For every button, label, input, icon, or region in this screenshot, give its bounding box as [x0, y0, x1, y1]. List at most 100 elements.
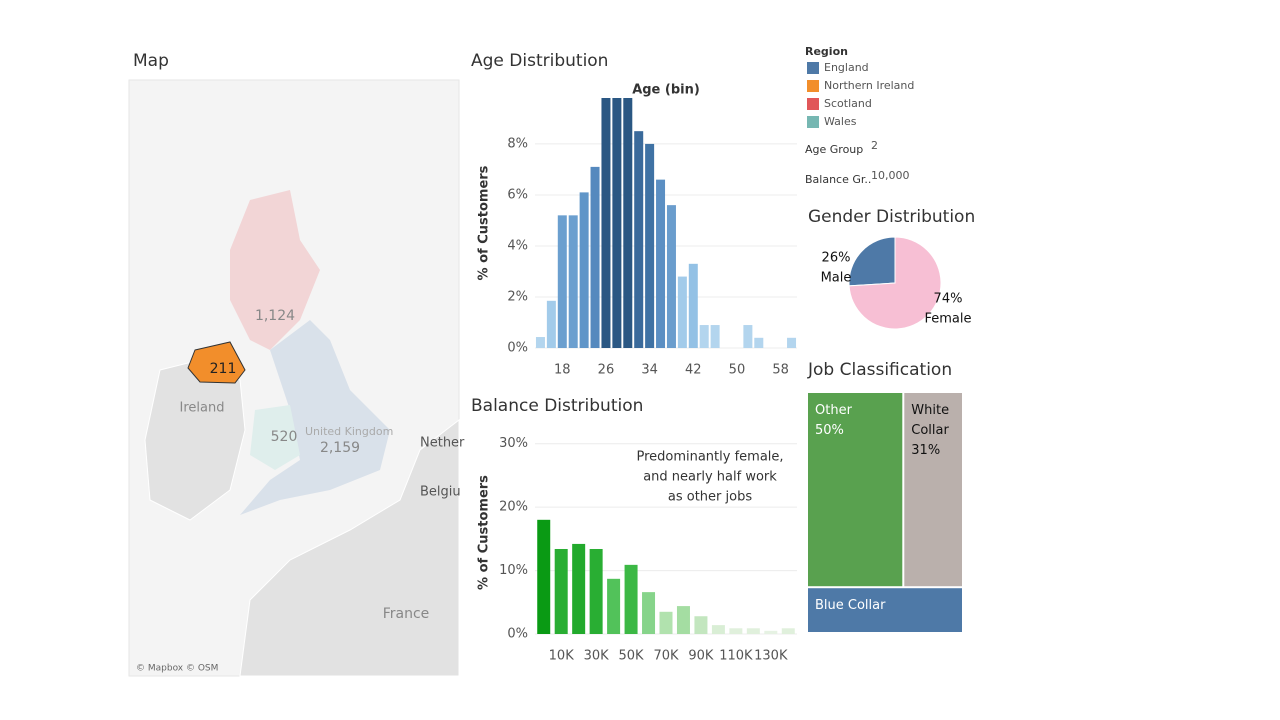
y-tick-label: 4% [507, 238, 528, 253]
y-tick-label: 0% [507, 341, 528, 356]
legend-swatch [807, 116, 819, 128]
panel-title: Job Classification [807, 360, 952, 380]
treemap-text: Blue Collar [808, 588, 962, 624]
annotation: Predominantly female, [636, 450, 783, 465]
x-tick-label: 18 [554, 363, 571, 378]
map-label: United Kingdom [305, 425, 393, 438]
bar [572, 543, 586, 634]
bar [666, 205, 676, 348]
map-label: 520 [271, 429, 298, 445]
category-label: Female [924, 312, 971, 327]
x-tick-label: 90K [688, 649, 714, 664]
bar [743, 325, 753, 348]
data-label: 31% [911, 443, 941, 458]
bar [579, 192, 589, 348]
annotation: and nearly half work [643, 470, 777, 485]
legend-swatch [807, 80, 819, 92]
data-label: 74% [934, 292, 963, 307]
legend-label: England [824, 61, 869, 74]
legend-swatch [807, 62, 819, 74]
legend-title: Region [805, 45, 848, 58]
panel-title: Gender Distribution [808, 207, 975, 227]
pie-slice [848, 236, 896, 287]
legend-swatch [807, 98, 819, 110]
bar [694, 616, 708, 634]
bar [557, 215, 567, 348]
bar [711, 625, 725, 634]
bar [607, 578, 621, 634]
legend-label: Scotland [824, 97, 872, 110]
map-label: 1,124 [255, 308, 295, 324]
scotland [230, 190, 320, 350]
legend-label: Northern Ireland [824, 79, 914, 92]
bar [612, 98, 622, 348]
map-label: France [383, 606, 430, 622]
treemap-label: White Collar 31% [904, 393, 962, 469]
x-tick-label: 50K [619, 649, 645, 664]
bar [676, 606, 690, 634]
x-tick-label: 34 [641, 363, 658, 378]
bar [624, 564, 638, 634]
chart-title: Age (bin) [632, 83, 700, 98]
treemap-cell [808, 393, 903, 587]
map-label: Belgiu [420, 485, 461, 500]
y-axis-title: % of Customers [477, 475, 492, 590]
map-label: 211 [210, 361, 237, 377]
y-tick-label: 0% [507, 627, 528, 642]
bar [601, 98, 611, 348]
bar [781, 628, 795, 634]
category-label: Blue Collar [815, 598, 886, 614]
y-axis-title: % of Customers [477, 165, 492, 280]
bar [656, 179, 666, 348]
y-tick-label: 6% [507, 187, 528, 202]
map-label: 2,159 [320, 440, 360, 456]
attribution: © Mapbox © OSM [136, 664, 218, 674]
pie-slice [848, 236, 942, 330]
filter-value: 10,000 [871, 169, 910, 182]
y-tick-label: 20% [499, 500, 528, 515]
treemap-text: White Collar 31% [904, 393, 962, 469]
data-label: 50% [815, 423, 844, 438]
treemap-label: Other 50% [815, 403, 852, 438]
bar [589, 548, 603, 634]
bar [568, 215, 578, 348]
map [128, 79, 460, 677]
bar [746, 628, 760, 634]
treemap-cell [904, 393, 962, 587]
treemap-cell [808, 588, 962, 632]
bar [645, 143, 655, 348]
x-tick-label: 130K [754, 649, 788, 664]
bar [554, 548, 568, 634]
x-tick-label: 58 [772, 363, 789, 378]
bar [710, 325, 720, 348]
x-tick-label: 30K [584, 649, 610, 664]
filter-label: Age Group [805, 143, 863, 156]
panel-title: Age Distribution [471, 51, 608, 71]
map-label: Nether [420, 436, 465, 451]
bar [677, 276, 687, 348]
treemap-label: Blue Collar [808, 588, 962, 624]
x-tick-label: 70K [653, 649, 679, 664]
data-label: 26% [822, 251, 851, 266]
bar [535, 337, 545, 348]
annotation: as other jobs [668, 490, 752, 505]
panel-title: Map [133, 51, 169, 71]
bar [642, 592, 656, 634]
x-tick-label: 26 [598, 363, 615, 378]
x-tick-label: 42 [685, 363, 702, 378]
x-tick-label: 10K [549, 649, 575, 664]
england [240, 320, 390, 515]
bar [688, 263, 698, 348]
y-tick-label: 30% [499, 436, 528, 451]
bar [787, 337, 797, 348]
legend-label: Wales [824, 115, 857, 128]
map-label: Ireland [180, 401, 225, 416]
category-label: Male [821, 271, 852, 286]
bar [546, 300, 556, 348]
filter-value: 2 [871, 139, 878, 152]
bar [699, 325, 709, 348]
panel-title: Balance Distribution [471, 396, 643, 416]
continent [239, 418, 460, 677]
x-tick-label: 110K [719, 649, 753, 664]
y-tick-label: 8% [507, 136, 528, 151]
